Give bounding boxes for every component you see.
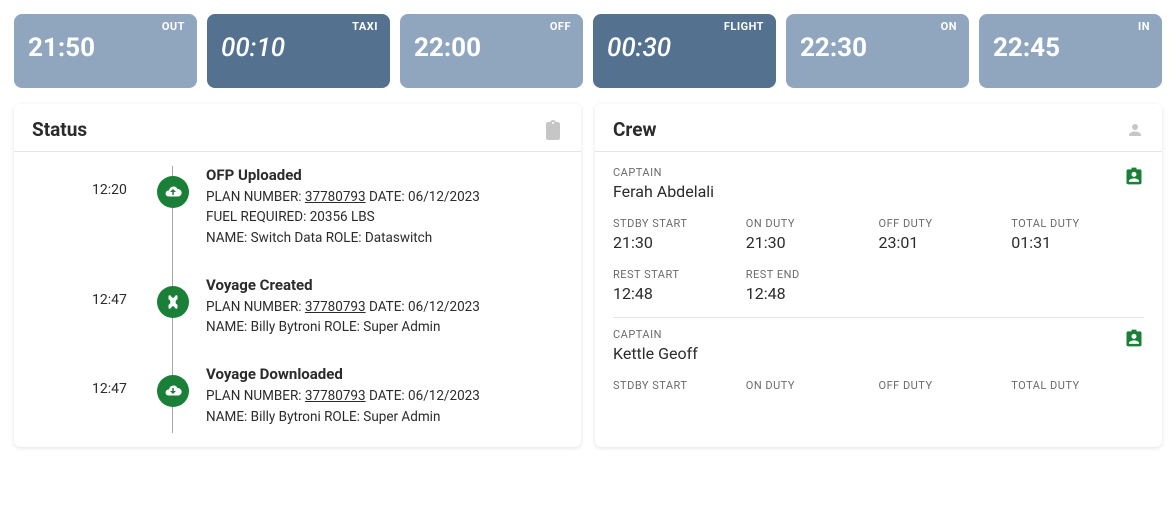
timeline-item: 12:20 OFP Uploaded PLAN NUMBER: 37780793… bbox=[162, 166, 563, 276]
timeline-line-text: NAME: Billy Bytroni ROLE: Super Admin bbox=[206, 407, 563, 427]
crew-name: Kettle Geoff bbox=[613, 344, 698, 363]
timeline-title: Voyage Downloaded bbox=[206, 365, 563, 383]
timeline-line-text: NAME: Billy Bytroni ROLE: Super Admin bbox=[206, 317, 563, 337]
plan-number-link[interactable]: 37780793 bbox=[305, 189, 366, 205]
crew-field-off-duty: OFF DUTY 23:01 bbox=[879, 217, 1012, 252]
panel-row: Status 12:20 OFP Uploaded PLAN NUMBER bbox=[14, 104, 1162, 447]
crew-member: CAPTAIN Kettle Geoff STDBY START ON DUTY bbox=[613, 328, 1144, 395]
crew-field-on-duty: ON DUTY 21:30 bbox=[746, 217, 879, 252]
crew-panel-header: Crew bbox=[595, 104, 1162, 152]
timeline-time: 12:47 bbox=[92, 292, 127, 308]
status-title: Status bbox=[32, 118, 87, 141]
timeline-item: 12:47 Voyage Created PLAN NUMBER: 377807… bbox=[162, 276, 563, 366]
time-card-label: FLIGHT bbox=[724, 20, 764, 33]
time-card-value: 22:30 bbox=[800, 33, 955, 63]
time-card-label: OFF bbox=[550, 20, 571, 33]
timeline-title: OFP Uploaded bbox=[206, 166, 563, 184]
time-card-label: TAXI bbox=[352, 20, 378, 33]
time-card-value: 22:00 bbox=[414, 33, 569, 63]
timeline-line-text: FUEL REQUIRED: 20356 LBS bbox=[206, 207, 563, 227]
crew-field-total-duty: TOTAL DUTY 01:31 bbox=[1011, 217, 1144, 252]
time-card-label: IN bbox=[1138, 20, 1150, 33]
timeline-time: 12:20 bbox=[92, 182, 127, 198]
crew-role: CAPTAIN bbox=[613, 166, 714, 179]
time-card-in[interactable]: IN 22:45 bbox=[979, 14, 1162, 88]
id-badge-icon[interactable] bbox=[1124, 166, 1144, 186]
crew-duty-grid: STDBY START 21:30 ON DUTY 21:30 OFF DUTY… bbox=[613, 217, 1144, 303]
timeline-line-text: PLAN NUMBER: 37780793 DATE: 06/12/2023 bbox=[206, 297, 563, 317]
timeline-item: 12:47 Voyage Downloaded PLAN NUMBER: 377… bbox=[162, 365, 563, 433]
time-card-off[interactable]: OFF 22:00 bbox=[400, 14, 583, 88]
clipboard-icon[interactable] bbox=[545, 120, 563, 140]
status-panel: Status 12:20 OFP Uploaded PLAN NUMBER bbox=[14, 104, 581, 447]
cloud-upload-icon bbox=[157, 176, 189, 208]
crew-panel: Crew CAPTAIN Ferah Abdelali bbox=[595, 104, 1162, 447]
timeline-content: OFP Uploaded PLAN NUMBER: 37780793 DATE:… bbox=[162, 166, 563, 248]
crew-panel-body: CAPTAIN Ferah Abdelali STDBY START 21:30… bbox=[595, 152, 1162, 399]
route-icon bbox=[157, 286, 189, 318]
time-card-value: 00:10 bbox=[221, 33, 376, 63]
crew-field-rest-end: REST END 12:48 bbox=[746, 268, 879, 303]
time-card-label: OUT bbox=[162, 20, 185, 33]
timeline-line-text: PLAN NUMBER: 37780793 DATE: 06/12/2023 bbox=[206, 187, 563, 207]
timeline-title: Voyage Created bbox=[206, 276, 563, 294]
crew-field-total-duty: TOTAL DUTY bbox=[1011, 379, 1144, 395]
time-card-on[interactable]: ON 22:30 bbox=[786, 14, 969, 88]
status-panel-header: Status bbox=[14, 104, 581, 152]
cloud-download-icon bbox=[157, 375, 189, 407]
time-card-out[interactable]: OUT 21:50 bbox=[14, 14, 197, 88]
timeline-content: Voyage Downloaded PLAN NUMBER: 37780793 … bbox=[162, 365, 563, 427]
status-panel-body: 12:20 OFP Uploaded PLAN NUMBER: 37780793… bbox=[14, 152, 581, 447]
time-card-value: 22:45 bbox=[993, 33, 1148, 63]
crew-field-on-duty: ON DUTY bbox=[746, 379, 879, 395]
timeline-content: Voyage Created PLAN NUMBER: 37780793 DAT… bbox=[162, 276, 563, 338]
timeline-line-text: NAME: Switch Data ROLE: Dataswitch bbox=[206, 228, 563, 248]
crew-role: CAPTAIN bbox=[613, 328, 698, 341]
id-badge-icon[interactable] bbox=[1124, 328, 1144, 348]
timeline-line-text: PLAN NUMBER: 37780793 DATE: 06/12/2023 bbox=[206, 386, 563, 406]
plan-number-link[interactable]: 37780793 bbox=[305, 299, 366, 315]
crew-field-rest-start: REST START 12:48 bbox=[613, 268, 746, 303]
time-card-value: 21:50 bbox=[28, 33, 183, 63]
crew-field-off-duty: OFF DUTY bbox=[879, 379, 1012, 395]
status-timeline: 12:20 OFP Uploaded PLAN NUMBER: 37780793… bbox=[32, 166, 563, 433]
time-card-flight[interactable]: FLIGHT 00:30 bbox=[593, 14, 776, 88]
time-card-value: 00:30 bbox=[607, 33, 762, 63]
crew-title: Crew bbox=[613, 118, 656, 141]
timeline-time: 12:47 bbox=[92, 381, 127, 397]
crew-duty-grid: STDBY START ON DUTY OFF DUTY TOTAL DUTY bbox=[613, 379, 1144, 395]
time-card-taxi[interactable]: TAXI 00:10 bbox=[207, 14, 390, 88]
plan-number-link[interactable]: 37780793 bbox=[305, 388, 366, 404]
time-card-row: OUT 21:50 TAXI 00:10 OFF 22:00 FLIGHT 00… bbox=[14, 14, 1162, 88]
crew-field-stdby-start: STDBY START 21:30 bbox=[613, 217, 746, 252]
time-card-label: ON bbox=[941, 20, 957, 33]
crew-name: Ferah Abdelali bbox=[613, 182, 714, 201]
person-icon[interactable] bbox=[1126, 121, 1144, 139]
crew-member: CAPTAIN Ferah Abdelali STDBY START 21:30… bbox=[613, 166, 1144, 318]
crew-field-stdby-start: STDBY START bbox=[613, 379, 746, 395]
